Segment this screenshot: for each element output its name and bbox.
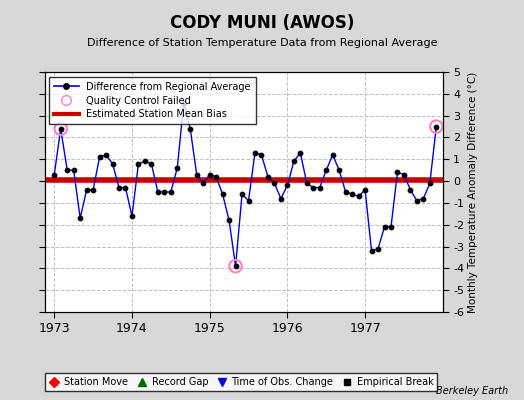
Point bbox=[199, 180, 208, 186]
Legend: Difference from Regional Average, Quality Control Failed, Estimated Station Mean: Difference from Regional Average, Qualit… bbox=[49, 77, 256, 124]
Point bbox=[147, 160, 156, 167]
Point bbox=[70, 167, 78, 173]
Point bbox=[219, 191, 227, 197]
Point bbox=[283, 182, 291, 189]
Point bbox=[374, 246, 382, 252]
Point bbox=[115, 184, 123, 191]
Point bbox=[393, 169, 401, 176]
Text: Berkeley Earth: Berkeley Earth bbox=[436, 386, 508, 396]
Point bbox=[329, 152, 337, 158]
Point bbox=[322, 167, 331, 173]
Point bbox=[95, 154, 104, 160]
Legend: Station Move, Record Gap, Time of Obs. Change, Empirical Break: Station Move, Record Gap, Time of Obs. C… bbox=[45, 373, 438, 391]
Point bbox=[251, 150, 259, 156]
Point bbox=[315, 184, 324, 191]
Point bbox=[141, 158, 149, 165]
Point bbox=[277, 195, 285, 202]
Point bbox=[186, 126, 194, 132]
Point bbox=[361, 187, 369, 193]
Point bbox=[128, 213, 136, 219]
Point bbox=[348, 191, 356, 197]
Point bbox=[342, 189, 350, 195]
Point bbox=[160, 189, 169, 195]
Point bbox=[302, 180, 311, 186]
Point bbox=[212, 174, 220, 180]
Point bbox=[354, 193, 363, 200]
Point bbox=[238, 191, 246, 197]
Point bbox=[57, 126, 65, 132]
Point bbox=[413, 198, 421, 204]
Y-axis label: Monthly Temperature Anomaly Difference (°C): Monthly Temperature Anomaly Difference (… bbox=[468, 71, 478, 313]
Point bbox=[63, 167, 71, 173]
Point bbox=[102, 152, 110, 158]
Point bbox=[432, 123, 441, 130]
Point bbox=[296, 150, 304, 156]
Point bbox=[192, 171, 201, 178]
Point bbox=[225, 217, 233, 224]
Point bbox=[387, 224, 395, 230]
Text: Difference of Station Temperature Data from Regional Average: Difference of Station Temperature Data f… bbox=[87, 38, 437, 48]
Point bbox=[57, 126, 65, 132]
Point bbox=[76, 215, 84, 221]
Point bbox=[406, 187, 414, 193]
Point bbox=[309, 184, 318, 191]
Point bbox=[232, 263, 240, 269]
Point bbox=[425, 180, 434, 186]
Point bbox=[264, 174, 272, 180]
Point bbox=[335, 167, 343, 173]
Point bbox=[154, 189, 162, 195]
Point bbox=[290, 158, 298, 165]
Point bbox=[432, 123, 441, 130]
Point bbox=[380, 224, 389, 230]
Point bbox=[367, 248, 376, 254]
Point bbox=[82, 187, 91, 193]
Point bbox=[257, 152, 266, 158]
Point bbox=[244, 198, 253, 204]
Point bbox=[89, 187, 97, 193]
Point bbox=[50, 171, 59, 178]
Point bbox=[205, 171, 214, 178]
Text: CODY MUNI (AWOS): CODY MUNI (AWOS) bbox=[170, 14, 354, 32]
Point bbox=[134, 160, 143, 167]
Point bbox=[400, 171, 408, 178]
Point bbox=[121, 184, 129, 191]
Point bbox=[167, 189, 175, 195]
Point bbox=[173, 165, 181, 171]
Point bbox=[108, 160, 117, 167]
Point bbox=[270, 180, 279, 186]
Point bbox=[419, 195, 428, 202]
Point bbox=[180, 99, 188, 106]
Point bbox=[232, 263, 240, 269]
